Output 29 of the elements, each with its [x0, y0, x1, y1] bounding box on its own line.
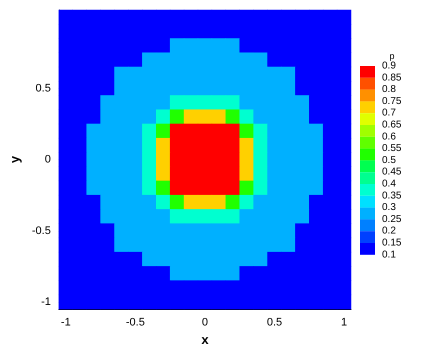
x-axis-title: x [201, 332, 210, 347]
color-bar-label: 0.9 [382, 60, 396, 72]
color-bar-label: 0.3 [382, 202, 396, 214]
color-bar-label: 0.75 [382, 96, 402, 107]
y-tick-label: 0 [44, 154, 51, 166]
color-bar-label: 0.8 [382, 84, 396, 96]
y-tick-label: -0.5 [32, 224, 51, 237]
x-tick-label: 0.5 [266, 316, 282, 329]
x-tick-label: 1 [340, 316, 348, 329]
color-bar-label: 0.65 [382, 120, 402, 130]
x-tick-label: -0.5 [126, 316, 145, 329]
y-tick-label: 0.5 [36, 82, 51, 94]
color-bar-label: 0.15 [382, 238, 402, 248]
color-bar-label: 0.35 [382, 190, 402, 202]
color-bar-label: 0.2 [382, 226, 396, 237]
color-bar-label: 0.45 [382, 166, 402, 178]
color-bar-title: p [389, 51, 395, 61]
color-bar-label: 0.85 [382, 72, 402, 84]
color-bar-label: 0.5 [382, 154, 396, 166]
color-bar-label: 0.1 [382, 249, 396, 260]
color-bar-label: 0.55 [382, 143, 402, 154]
color-bar-label: 0.7 [382, 108, 396, 119]
color-bar-label: 0.6 [382, 131, 396, 142]
color-bar-label: 0.25 [382, 214, 402, 225]
color-bar-label: 0.4 [382, 178, 396, 190]
y-axis-title: y [7, 155, 22, 164]
x-tick-label: -1 [60, 316, 71, 329]
y-tick-label: -1 [41, 296, 51, 308]
x-tick-label: 0 [202, 316, 208, 329]
